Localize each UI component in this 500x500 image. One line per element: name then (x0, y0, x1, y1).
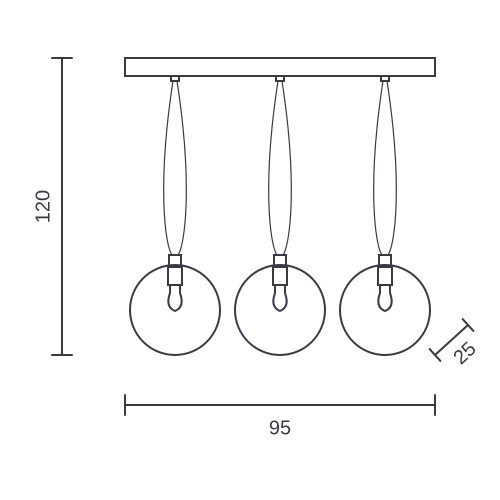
pendant-3 (340, 76, 430, 355)
dim-depth: 25 (430, 319, 481, 369)
bulb-1 (168, 285, 181, 311)
dim-height: 120 (32, 58, 72, 355)
bulb-3 (378, 285, 391, 311)
dim-depth-label: 25 (449, 338, 480, 369)
dim-width: 95 (125, 395, 435, 439)
canopy-bar (125, 58, 435, 76)
dim-width-label: 95 (269, 417, 291, 439)
dim-height-label: 120 (32, 190, 54, 223)
pendant-2 (235, 76, 325, 355)
pendant-1 (130, 76, 220, 355)
technical-drawing: 120 95 25 (0, 0, 500, 500)
bulb-2 (273, 285, 286, 311)
